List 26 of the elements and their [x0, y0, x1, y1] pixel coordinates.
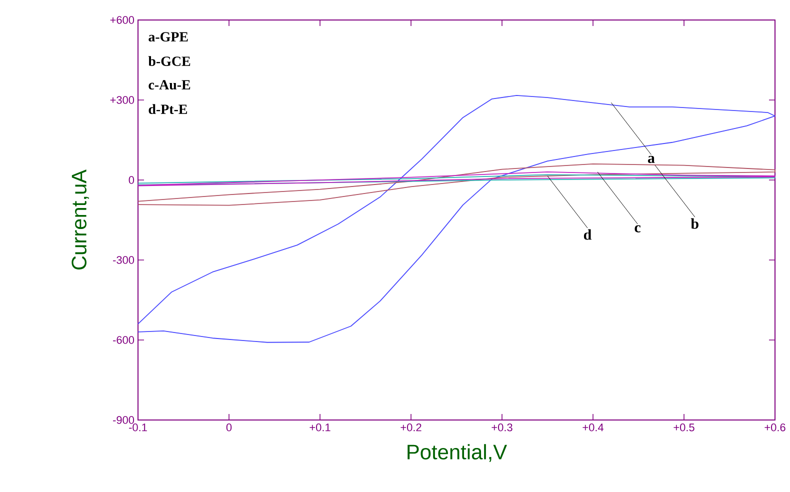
- annotation: a: [648, 156, 655, 164]
- y-tick-label: +600: [110, 16, 134, 24]
- annotation: c-Au-E: [148, 80, 190, 90]
- x-tick-label: +0.1: [310, 424, 330, 432]
- line-series: [138, 95, 776, 343]
- y-tick-label: +300: [110, 96, 134, 104]
- annotation: c: [634, 225, 641, 232]
- x-tick-label: +0.5: [674, 424, 694, 432]
- x-tick-label: +0.6: [764, 424, 786, 432]
- y-tick-label: -600: [113, 336, 134, 344]
- line-series: [138, 164, 776, 206]
- x-tick-label: +0.2: [400, 424, 422, 432]
- y-tick-label: -900: [113, 416, 134, 424]
- annotation: b-GCE: [148, 56, 190, 66]
- annotation: b: [690, 218, 698, 229]
- annotation: d: [584, 229, 592, 240]
- x-tick-label: +0.3: [492, 424, 512, 432]
- x-tick-label: 0: [226, 424, 232, 432]
- y-tick-label: -300: [113, 256, 134, 264]
- y-axis-title: Current,uA: [72, 169, 89, 270]
- annotation: a-GPE: [148, 32, 188, 42]
- x-axis-title: Potential,V: [408, 444, 507, 462]
- x-tick-label: -0.1: [129, 424, 147, 432]
- x-tick-label: +0.4: [582, 424, 604, 432]
- y-tick-label: 0: [128, 176, 134, 184]
- annotation: d-Pt-E: [148, 104, 188, 114]
